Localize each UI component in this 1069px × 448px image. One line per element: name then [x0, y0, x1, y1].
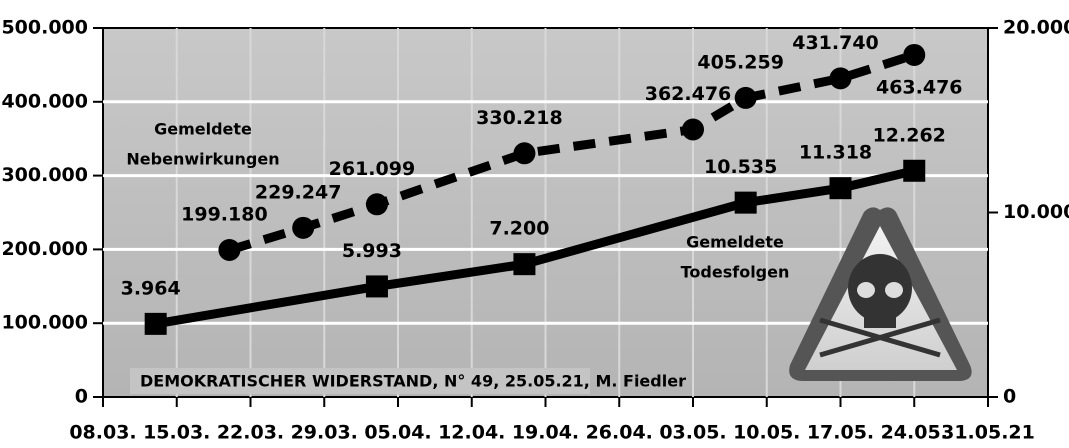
value-label: 261.099: [329, 158, 416, 180]
x-tick-label: 08.03.: [69, 422, 136, 444]
marker: [366, 275, 388, 297]
x-tick-label: 22.03.: [217, 422, 284, 444]
value-label: 12.262: [873, 124, 946, 146]
marker: [513, 253, 535, 275]
y-tick-label: 400.000: [1, 90, 88, 112]
y-tick-label: 0: [75, 386, 88, 408]
marker: [366, 193, 388, 215]
value-label: 229.247: [255, 181, 342, 203]
value-label: 11.318: [799, 142, 872, 164]
x-tick-label: 05.04.: [364, 422, 431, 444]
x-tick-label: 03.05.: [659, 422, 726, 444]
annotation: Gemeldete: [154, 120, 252, 139]
marker: [735, 87, 757, 109]
value-label: 5.993: [342, 240, 402, 262]
marker: [903, 44, 925, 66]
value-label: 362.476: [645, 83, 732, 105]
x-tick-label: 26.04.: [586, 422, 653, 444]
annotation: Todesfolgen: [681, 263, 790, 282]
value-label: 330.218: [476, 107, 563, 129]
marker: [735, 192, 757, 214]
x-tick-label: 19.04.: [512, 422, 579, 444]
chart: DEMOKRATISCHER WIDERSTAND, N° 49, 25.05.…: [0, 0, 1069, 448]
marker: [145, 313, 167, 335]
marker: [830, 67, 852, 89]
marker: [292, 217, 314, 239]
value-label: 431.740: [792, 32, 879, 54]
value-label: 463.476: [876, 76, 963, 98]
y-tick-label: 300.000: [1, 164, 88, 186]
value-label: 10.535: [704, 156, 777, 178]
annotation: Nebenwirkungen: [126, 150, 279, 169]
y2-tick-label: 10.000: [1003, 201, 1069, 223]
annotation: Gemeldete: [686, 233, 784, 252]
y-tick-label: 500.000: [1, 17, 88, 39]
marker: [903, 160, 925, 182]
y2-tick-label: 0: [1003, 386, 1016, 408]
y-tick-label: 100.000: [1, 312, 88, 334]
page: {"chart_data": {"type": "line", "xlim": …: [0, 0, 1069, 448]
source: DEMOKRATISCHER WIDERSTAND, N° 49, 25.05.…: [140, 372, 686, 391]
marker: [830, 177, 852, 199]
marker: [513, 142, 535, 164]
x-tick-label: 31.05.21: [941, 422, 1035, 444]
value-label: 405.259: [697, 51, 784, 73]
value-label: 7.200: [489, 218, 549, 240]
x-tick-label: 17.05.: [807, 422, 874, 444]
x-tick-label: 10.05.: [733, 422, 800, 444]
x-tick-label: 29.03.: [291, 422, 358, 444]
y-tick-label: 200.000: [1, 238, 88, 260]
value-label: 199.180: [181, 204, 268, 226]
marker: [218, 239, 240, 261]
marker: [682, 118, 704, 140]
y2-tick-label: 20.000: [1003, 17, 1069, 39]
x-tick-label: 15.03.: [143, 422, 210, 444]
value-label: 3.964: [121, 277, 181, 299]
x-tick-label: 24.05.: [881, 422, 948, 444]
x-tick-label: 12.04.: [438, 422, 505, 444]
